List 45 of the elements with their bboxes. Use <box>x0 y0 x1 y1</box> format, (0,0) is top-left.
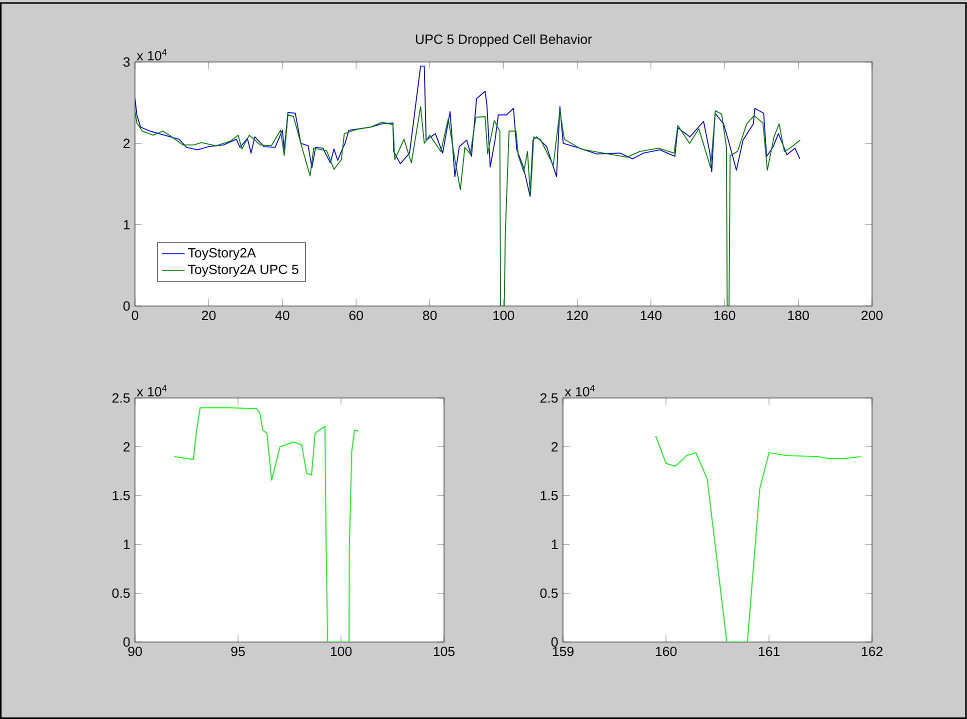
y-tick-label: 2.5 <box>540 393 558 403</box>
x-tick-label: 120 <box>567 310 588 320</box>
y-tick-label: 0 <box>551 637 558 647</box>
legend-label: ToyStory2A <box>188 248 256 260</box>
y-tick-label: 2 <box>124 442 130 452</box>
x-tick-label: 105 <box>434 646 455 656</box>
y-tick-label: 0 <box>123 301 130 311</box>
x-tick-label: 80 <box>422 310 437 320</box>
y-tick-label: 2.5 <box>112 393 130 403</box>
x-tick-label: 160 <box>714 310 736 320</box>
x-tick-label: 140 <box>640 310 662 320</box>
y-tick-label: 0.5 <box>112 588 130 598</box>
line-series <box>135 106 801 306</box>
x-tick-label: 180 <box>788 310 809 320</box>
y-tick-label: 2 <box>552 442 558 452</box>
x-tick-label: 200 <box>862 310 883 320</box>
chart-title: UPC 5 Dropped Cell Behavior <box>416 34 592 47</box>
text: x 10$^{4}$ <box>564 385 595 396</box>
line-series <box>174 407 359 642</box>
x-tick-label: 20 <box>202 310 216 320</box>
x-tick-label: 100 <box>493 310 514 320</box>
y-tick-label: 3 <box>123 57 130 67</box>
y-tick-label: 1 <box>552 540 558 549</box>
x-tick-label: 60 <box>349 310 364 320</box>
text: x 10$^{4}$ <box>136 385 167 396</box>
x-tick-label: 100 <box>330 646 352 656</box>
y-tick-label: 1.5 <box>112 490 130 500</box>
x-tick-label: 160 <box>656 646 677 656</box>
y-tick-label: 1.5 <box>540 490 558 500</box>
x-tick-label: 90 <box>128 646 142 656</box>
x-tick-label: 159 <box>552 646 574 656</box>
y-tick-label: 2 <box>124 138 130 148</box>
y-tick-label: 0 <box>123 637 130 647</box>
line-series <box>135 66 800 197</box>
x-tick-label: 40 <box>275 310 290 320</box>
text: x 10$^{4}$ <box>136 49 167 60</box>
x-tick-label: 162 <box>862 646 882 656</box>
x-tick-label: 0 <box>132 310 138 320</box>
x-tick-label: 95 <box>231 646 245 656</box>
y-tick-label: 1 <box>124 540 130 549</box>
line-series <box>655 436 862 642</box>
y-tick-label: 0.5 <box>540 588 558 598</box>
y-tick-label: 1 <box>124 220 130 230</box>
x-tick-label: 161 <box>758 646 780 656</box>
legend-label: ToyStory2A UPC 5 <box>188 264 298 277</box>
